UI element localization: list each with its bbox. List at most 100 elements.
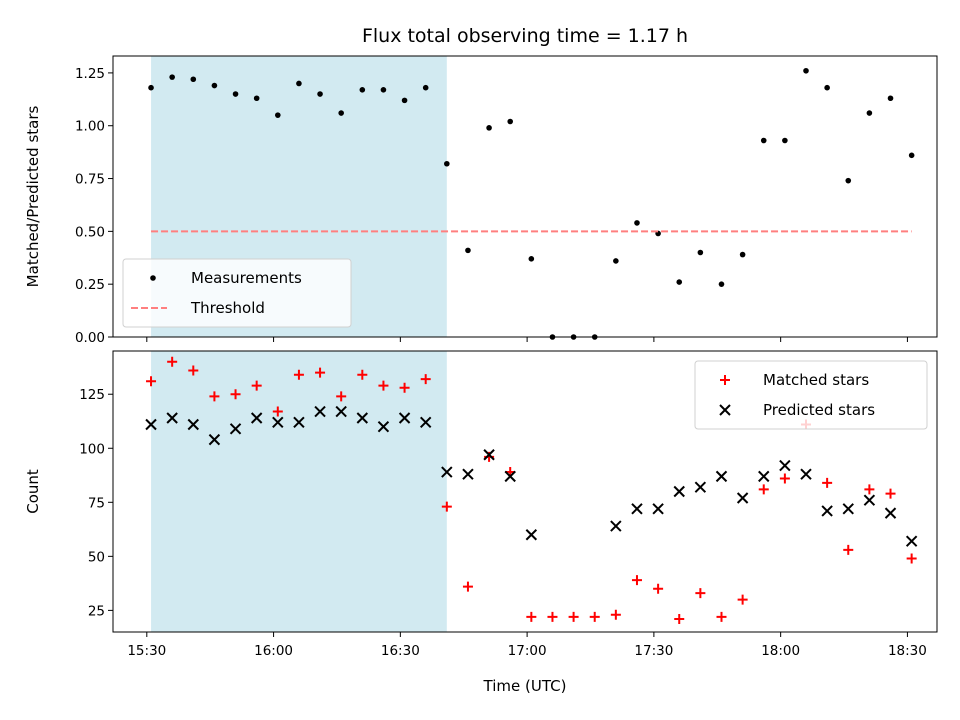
matched-star-point	[737, 594, 748, 605]
matched-star-point	[272, 406, 283, 417]
predicted-star-point	[419, 416, 432, 429]
measurement-point	[824, 84, 830, 91]
measurement-point	[866, 110, 873, 116]
y-tick-label: 1.00	[75, 119, 105, 135]
x-tick-label: 17:00	[508, 643, 547, 659]
measurement-point	[887, 95, 894, 102]
matched-star-point	[906, 553, 917, 564]
legend-label: Threshold	[190, 299, 265, 317]
x-tick-label: 15:30	[127, 643, 166, 659]
matched-star-point	[146, 376, 157, 387]
predicted-star-point	[166, 412, 178, 424]
matched-star-point	[420, 374, 431, 385]
bottom-plot-area: 15:30 16:00 16:30 17:00 17:30 18:00 18:30 25 50 7…	[24, 350, 938, 695]
matched-star-point	[653, 583, 664, 594]
measurement-point	[507, 118, 514, 125]
predicted-star-point	[610, 520, 622, 532]
matched-star-point	[378, 380, 389, 391]
legend: Matched stars Predicted stars	[694, 360, 928, 430]
measurement-point	[253, 95, 260, 102]
legend: Measurements Threshold	[122, 258, 352, 328]
legend-marker-dot	[150, 275, 156, 281]
matched-star-point	[779, 473, 790, 484]
predicted-star-point	[398, 412, 411, 424]
legend-marker-x	[719, 404, 731, 416]
measurement-point	[634, 220, 640, 226]
matched-star-point	[357, 369, 368, 380]
predicted-star-point	[779, 459, 791, 472]
predicted-star-point	[441, 466, 453, 478]
matched-star-point	[188, 365, 199, 376]
matched-star-point	[336, 391, 347, 402]
measurement-point	[803, 67, 809, 74]
matched-star-point	[293, 369, 304, 380]
measurement-point	[422, 84, 429, 91]
matched-star-point	[631, 575, 642, 586]
matched-star-point	[399, 382, 410, 393]
predicted-star-point	[293, 416, 305, 429]
measurement-point	[338, 110, 344, 116]
predicted-star-point	[758, 470, 770, 483]
matched-star-point	[695, 588, 706, 599]
measurement-point	[232, 91, 239, 97]
measurement-point	[275, 112, 281, 118]
predicted-star-point	[314, 405, 326, 418]
legend-box	[694, 360, 928, 430]
measurement-point	[211, 82, 218, 89]
y-tick-label: 1.25	[75, 66, 105, 82]
measurement-point	[760, 137, 767, 144]
predicted-star-point	[905, 535, 918, 547]
matched-star-point	[758, 484, 769, 495]
y-axis-label: Count	[24, 469, 42, 514]
predicted-star-point	[800, 468, 812, 480]
predicted-star-point	[356, 412, 369, 424]
matched-star-point	[822, 477, 833, 488]
predicted-star-point	[187, 418, 199, 431]
measurement-point	[444, 160, 450, 167]
measurement-point	[401, 97, 408, 104]
matched-star-point	[610, 609, 621, 620]
measurement-point	[908, 152, 915, 159]
predicted-star-point	[821, 505, 833, 517]
matched-star-point	[526, 611, 537, 622]
y-tick-label: 75	[88, 495, 105, 511]
measurement-point	[317, 91, 323, 97]
matched-star-point	[230, 389, 241, 400]
measurement-point	[296, 80, 302, 87]
measurement-point	[486, 125, 492, 131]
axes-frame	[112, 55, 938, 338]
measurement-point	[613, 258, 619, 264]
measurement-point	[148, 84, 154, 91]
y-tick-label: 0.25	[75, 277, 105, 293]
matched-star-point	[843, 544, 854, 555]
measurement-point	[697, 249, 704, 256]
measurement-point	[359, 87, 366, 93]
matched-star-point	[441, 501, 452, 512]
matched-star-point	[462, 581, 473, 592]
legend-label: Matched stars	[763, 371, 869, 389]
predicted-star-point	[884, 507, 897, 519]
y-tick-label: 25	[88, 603, 105, 619]
matched-star-point	[167, 356, 178, 367]
y-tick-label: 0.75	[75, 172, 105, 188]
predicted-star-point	[504, 470, 516, 483]
y-tick-label: 50	[88, 549, 105, 565]
matched-star-point	[885, 488, 896, 499]
predicted-star-point	[631, 503, 643, 515]
legend-box	[122, 258, 352, 328]
measurement-point	[782, 137, 788, 144]
x-tick-label: 18:00	[761, 643, 800, 659]
measurement-point	[739, 251, 746, 258]
measurement-point	[465, 247, 471, 254]
x-tick-label: 16:30	[381, 643, 420, 659]
measurement-point	[169, 74, 175, 80]
predicted-star-point	[208, 433, 221, 446]
measurement-point	[676, 279, 683, 285]
measurement-point	[718, 281, 725, 287]
y-tick-label: 125	[79, 387, 105, 403]
predicted-star-point	[377, 420, 390, 433]
predicted-star-point	[525, 529, 538, 541]
predicted-star-point	[736, 492, 749, 504]
legend-marker-plus	[720, 375, 730, 385]
